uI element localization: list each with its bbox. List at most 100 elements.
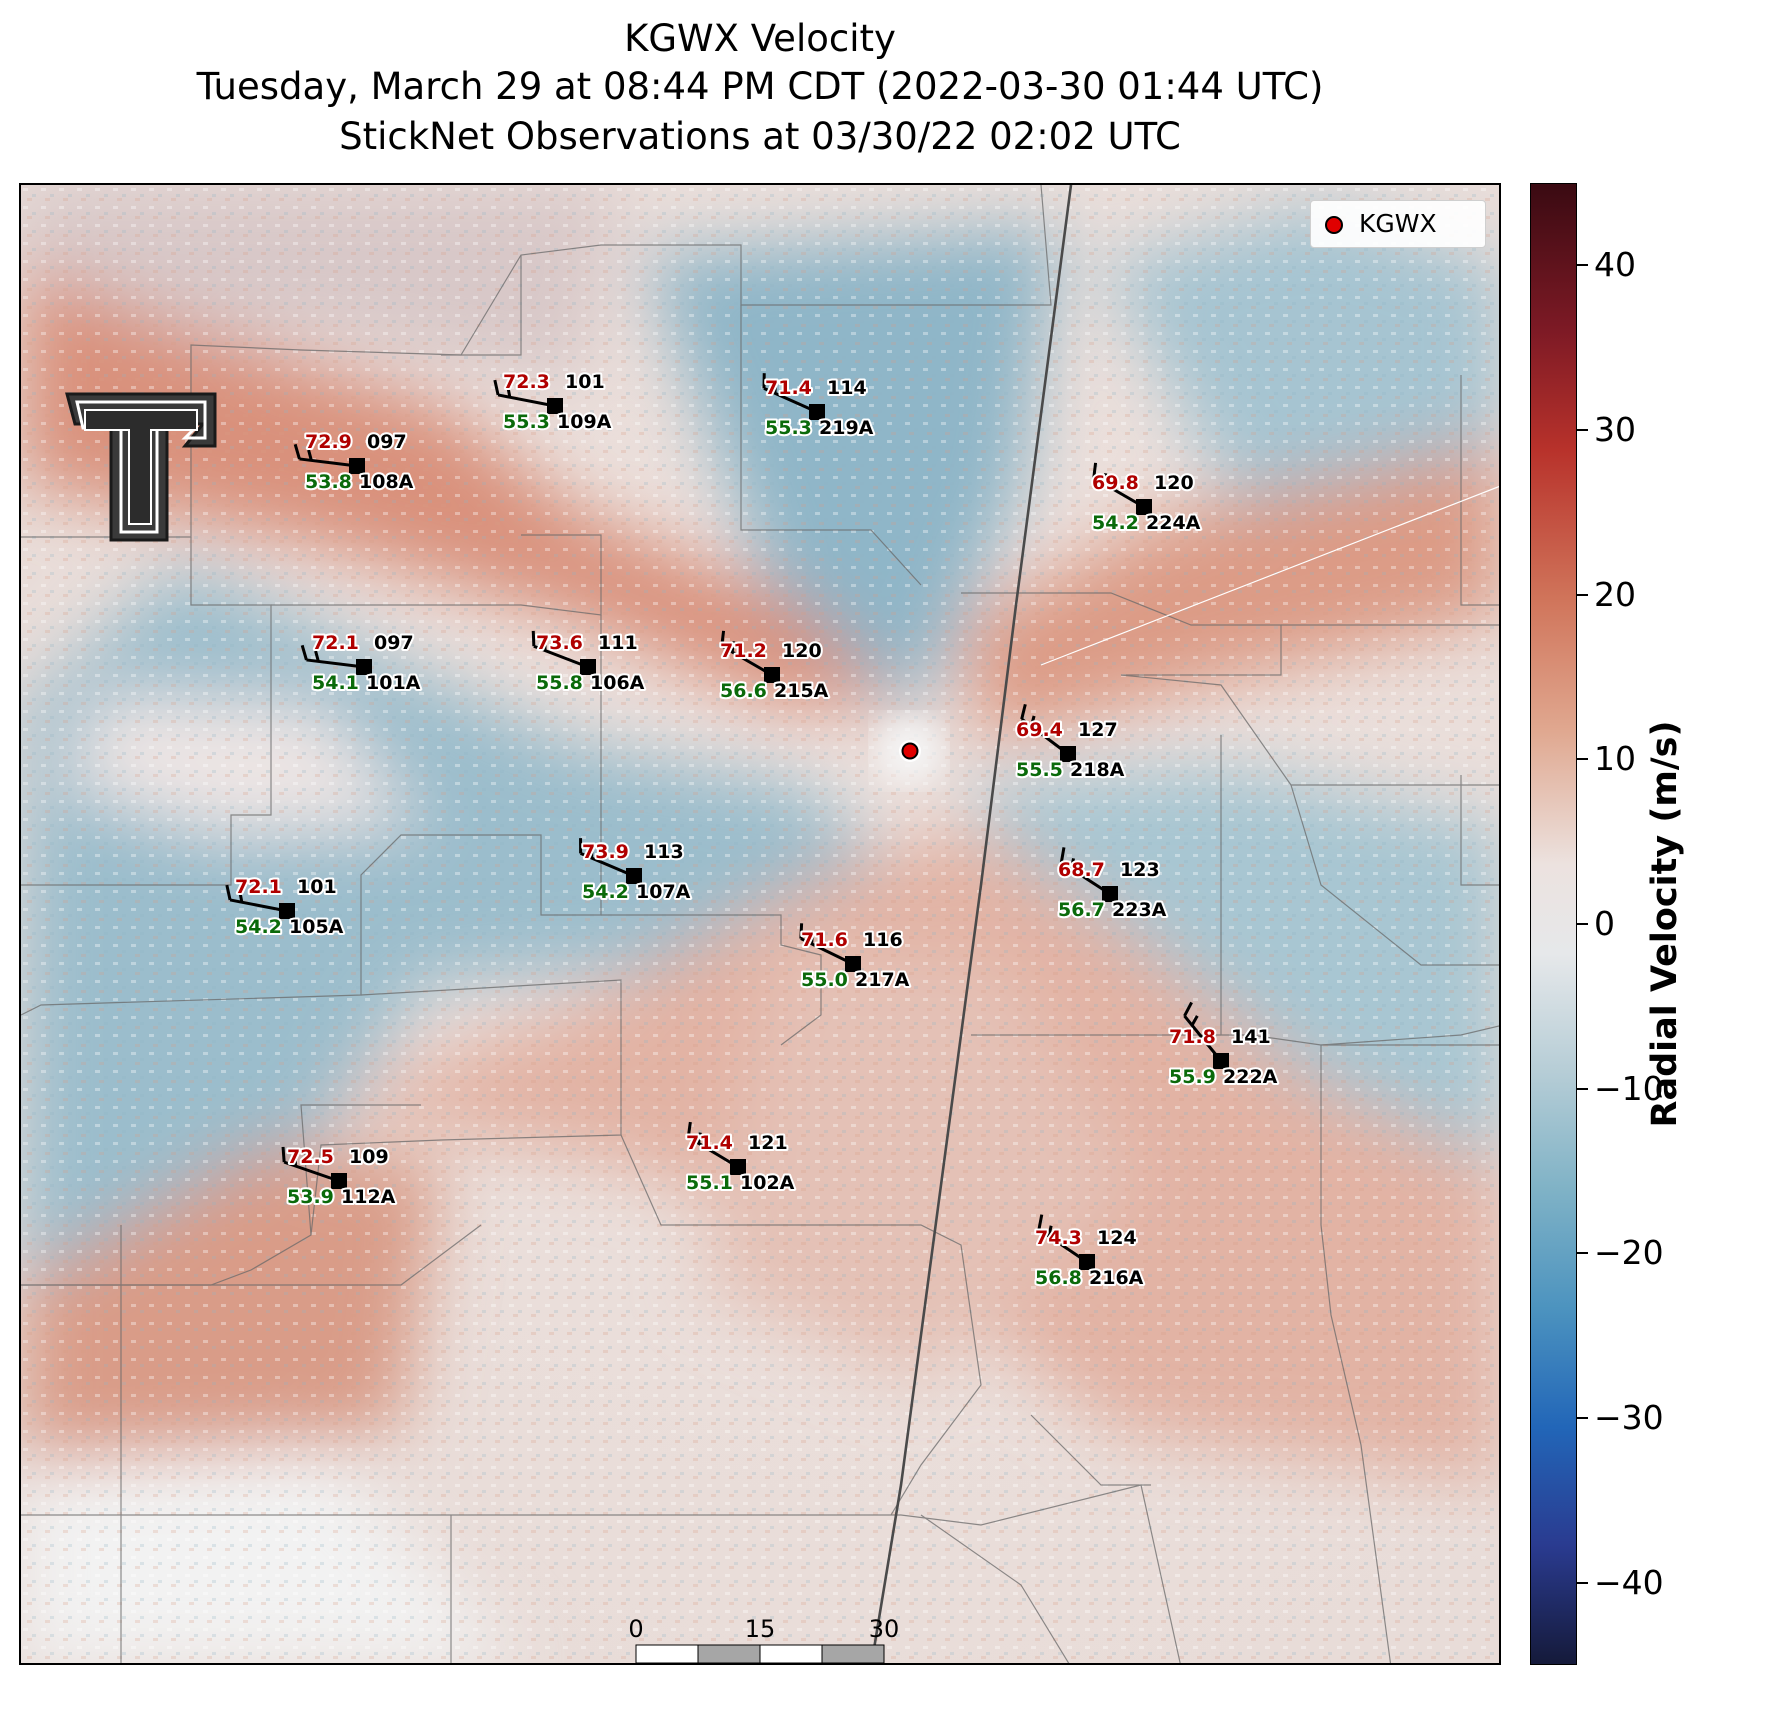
wind-barb-flag (1020, 703, 1027, 720)
station-marker (1102, 886, 1118, 902)
station-109A: 72.3 101 55.3 109A (493, 369, 614, 435)
wind-barb-flag (281, 1146, 286, 1163)
radar-dot-icon (1325, 216, 1343, 234)
colorbar-tick-label: 40 (1594, 245, 1636, 285)
station-marker (1079, 1254, 1095, 1270)
station-temperature: 71.2 (720, 640, 767, 662)
station-id: 105A (289, 916, 344, 938)
station-wind-direction: 113 (644, 841, 684, 863)
wind-barb-flag (799, 923, 804, 939)
station-marker (1213, 1053, 1229, 1069)
colorbar-tick-label: −40 (1594, 1562, 1664, 1602)
station-dewpoint: 54.2 (582, 881, 629, 903)
station-id: 106A (590, 672, 645, 694)
station-marker (764, 667, 780, 683)
station-wind-direction: 101 (297, 876, 337, 898)
station-temperature: 74.3 (1035, 1227, 1082, 1249)
station-id: 107A (636, 881, 691, 903)
wind-barb-staff (229, 898, 288, 913)
wind-barb-flag (531, 630, 536, 647)
wind-barb-flag (238, 891, 244, 903)
station-id: 219A (819, 417, 874, 439)
colorbar-tick-mark (1577, 1252, 1588, 1255)
wind-barb-flag (1029, 715, 1036, 727)
station-id: 101A (366, 672, 421, 694)
station-temperature: 71.4 (765, 377, 812, 399)
station-223A: 68.7 123 56.7 223A (1056, 847, 1169, 923)
state-boundary (870, 185, 1073, 1663)
wind-barb-flag (493, 379, 500, 396)
colorbar-tick-label: 0 (1594, 904, 1615, 943)
station-temperature: 72.9 (305, 431, 352, 453)
station-dewpoint: 55.8 (536, 672, 583, 694)
station-id: 109A (557, 411, 612, 433)
station-wind-direction: 120 (782, 640, 822, 662)
wind-barb-flag (225, 884, 232, 901)
scale-bar: 0 15 30 km (628, 1615, 899, 1663)
colorbar-tick-mark (1577, 1581, 1588, 1584)
kgwx-radar-site (899, 740, 921, 762)
station-112A: 72.5 109 53.9 112A (281, 1144, 398, 1210)
wind-barb-staff (283, 1160, 340, 1183)
station-dewpoint: 55.3 (503, 411, 550, 433)
wind-barb-flag (1069, 858, 1075, 870)
station-temperature: 73.6 (536, 632, 583, 654)
station-marker (809, 404, 825, 420)
wind-barb-flag (506, 386, 512, 398)
wind-barb-flag (293, 443, 301, 460)
wind-barb-staff (687, 1135, 739, 1169)
station-temperature: 71.8 (1169, 1026, 1216, 1048)
wind-barb-flag (1059, 847, 1066, 863)
wind-barb-staff (721, 644, 773, 677)
station-temperature: 69.8 (1092, 472, 1139, 494)
wind-barb-staff (1060, 861, 1111, 896)
station-wind-direction: 097 (367, 431, 407, 453)
station-dewpoint: 56.8 (1035, 1267, 1082, 1289)
station-wind-direction: 124 (1097, 1227, 1137, 1249)
station-wind-direction: 111 (598, 632, 638, 654)
station-marker (279, 903, 295, 919)
wind-barb-staff (533, 644, 589, 669)
station-218A: 69.4 127 55.5 218A (1014, 703, 1127, 783)
station-id: 112A (341, 1186, 396, 1208)
station-222A: 71.8 141 55.9 222A (1167, 1001, 1280, 1090)
station-219A: 71.4 114 55.3 219A (762, 373, 876, 441)
wind-barb-staff (763, 387, 818, 414)
station-wind-direction: 127 (1078, 719, 1118, 741)
station-dewpoint: 55.3 (765, 417, 812, 439)
colorbar-tick-mark (1577, 1087, 1588, 1090)
wind-barb-flag (1092, 462, 1098, 479)
station-wind-direction: 097 (374, 632, 414, 654)
station-temperature: 72.1 (235, 876, 282, 898)
station-106A: 73.6 111 55.8 106A (531, 630, 647, 696)
colorbar-tick-mark (1577, 923, 1588, 925)
wind-barb-staff (800, 937, 854, 966)
texas-tech-logo (63, 390, 225, 556)
colorbar (1530, 183, 1577, 1665)
station-215A: 71.2 120 56.6 215A (718, 630, 831, 704)
wind-barb-flag (1183, 1001, 1193, 1017)
colorbar-tick-mark (1577, 429, 1588, 431)
station-marker (547, 398, 563, 414)
legend-label: KGWX (1359, 209, 1437, 238)
station-102A: 71.4 121 55.1 102A (684, 1121, 797, 1196)
station-marker (626, 868, 642, 884)
wind-barb-flag (720, 630, 726, 647)
station-dewpoint: 55.5 (1016, 759, 1063, 781)
station-id: 102A (740, 1172, 795, 1194)
colorbar-tick-mark (1577, 264, 1588, 267)
colorbar-tick-mark (1577, 1417, 1588, 1419)
station-wind-direction: 141 (1231, 1026, 1271, 1048)
colorbar-tick-label: 20 (1594, 574, 1636, 614)
wind-barb-flag (1047, 1225, 1053, 1237)
station-224A: 69.8 120 54.2 224A (1090, 462, 1203, 536)
wind-barb-flag (1190, 1015, 1199, 1026)
wind-barb-staff (1038, 1228, 1088, 1264)
station-id: 224A (1146, 512, 1201, 534)
wind-barb-flag (307, 449, 313, 461)
station-dewpoint: 55.9 (1169, 1066, 1216, 1088)
wind-barb-flag (697, 1132, 702, 1144)
wind-barb-flag (293, 1155, 298, 1167)
station-wind-direction: 109 (349, 1146, 389, 1168)
chart-title: KGWX Velocity (624, 17, 896, 60)
